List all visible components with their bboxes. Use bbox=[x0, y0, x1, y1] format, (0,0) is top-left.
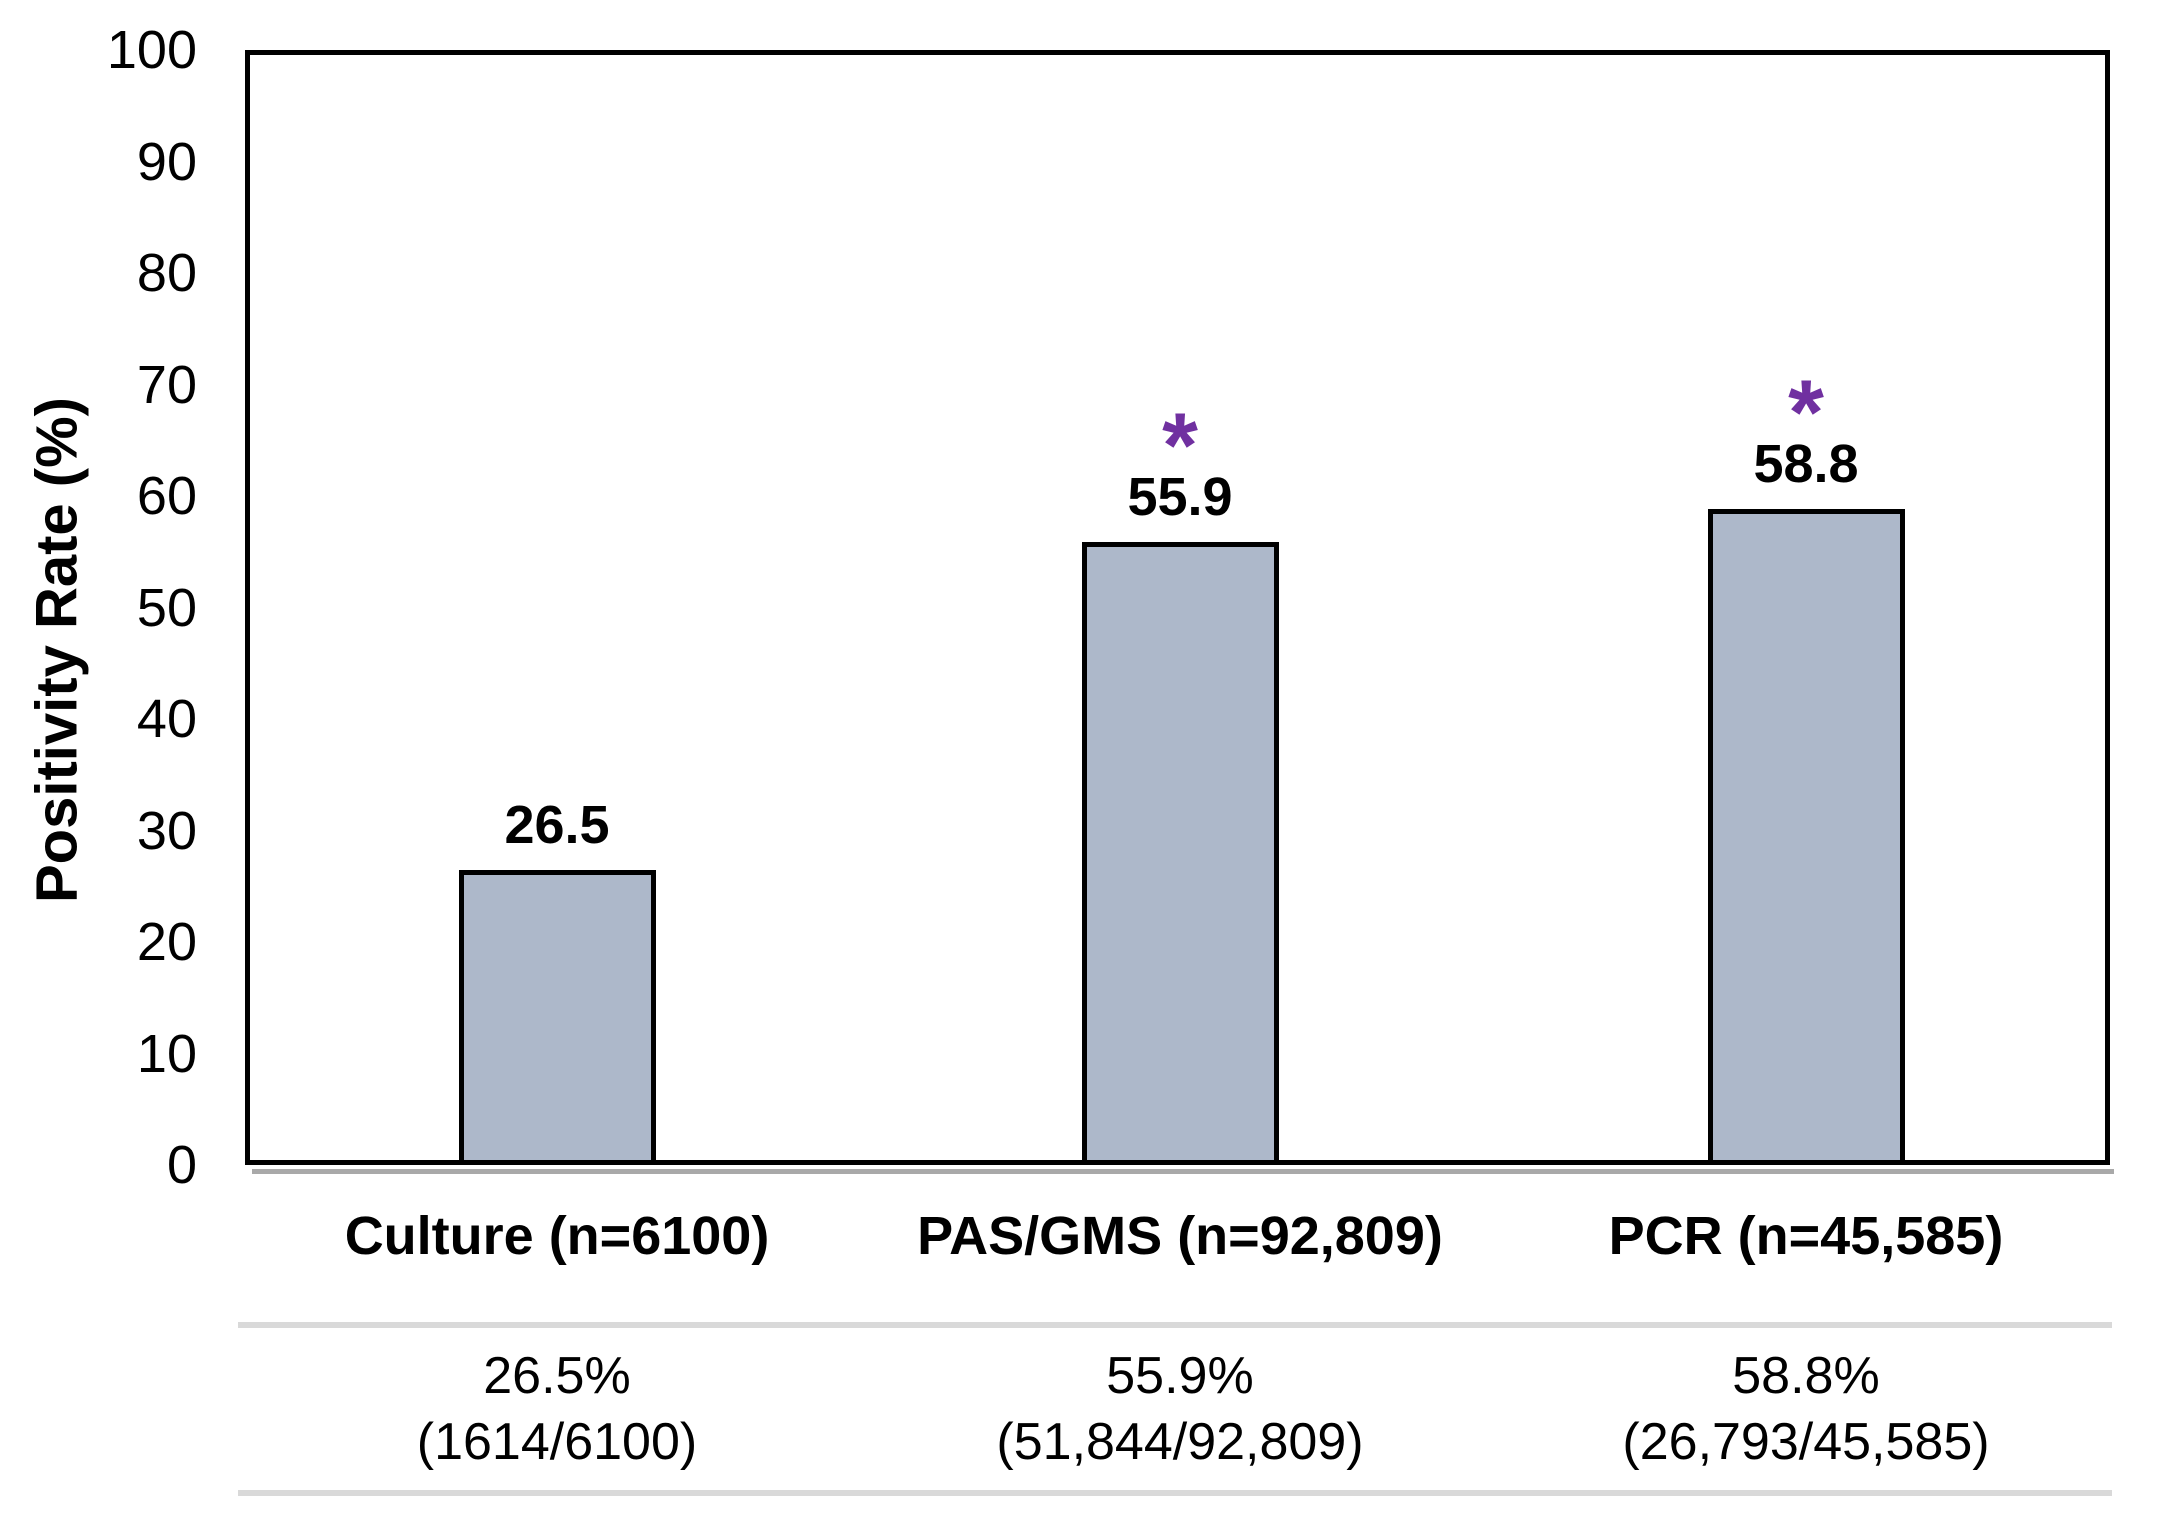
y-tick-label: 40 bbox=[136, 689, 197, 749]
significance-asterisk: * bbox=[1162, 395, 1198, 497]
x-category-label: PAS/GMS (n=92,809) bbox=[917, 1206, 1443, 1266]
bar-value-label: 58.8 bbox=[1753, 434, 1859, 494]
table-cell-fraction: (1614/6100) bbox=[416, 1413, 698, 1471]
y-tick-label: 30 bbox=[136, 800, 197, 861]
table-column: 26.5% (1614/6100) bbox=[207, 1343, 907, 1475]
x-axis-shadow bbox=[252, 1169, 2114, 1174]
x-category-label: Culture (n=6100) bbox=[344, 1206, 770, 1266]
y-tick-label: 0 bbox=[166, 1135, 197, 1195]
table-cell-percent: 26.5% bbox=[483, 1347, 631, 1405]
table-cell-percent: 55.9% bbox=[1106, 1347, 1254, 1405]
data-table-rule-top bbox=[238, 1322, 2112, 1328]
bar-value-label: 55.9 bbox=[1127, 467, 1233, 527]
y-tick-label: 50 bbox=[136, 577, 197, 638]
table-cell-fraction: (26,793/45,585) bbox=[1622, 1413, 1990, 1471]
y-tick-label: 20 bbox=[136, 912, 197, 972]
bar bbox=[458, 870, 656, 1165]
y-tick-label: 70 bbox=[136, 354, 197, 415]
table-cell-fraction: (51,844/92,809) bbox=[996, 1413, 1364, 1471]
y-tick-label: 60 bbox=[136, 466, 197, 526]
bar-value-label: 26.5 bbox=[504, 795, 610, 855]
y-tick-label: 10 bbox=[136, 1023, 197, 1084]
y-tick-label: 80 bbox=[136, 243, 197, 303]
x-category-label: PCR (n=45,585) bbox=[1608, 1206, 2004, 1266]
bar bbox=[1707, 509, 1905, 1165]
y-tick-label: 90 bbox=[136, 131, 197, 192]
data-table-rule-bottom bbox=[238, 1490, 2112, 1496]
y-tick-label: 100 bbox=[106, 20, 197, 80]
table-column: 55.9% (51,844/92,809) bbox=[830, 1343, 1530, 1475]
table-cell-percent: 58.8% bbox=[1732, 1347, 1880, 1405]
table-column: 58.8% (26,793/45,585) bbox=[1456, 1343, 2156, 1475]
significance-asterisk: * bbox=[1788, 362, 1824, 464]
bar bbox=[1081, 542, 1279, 1165]
